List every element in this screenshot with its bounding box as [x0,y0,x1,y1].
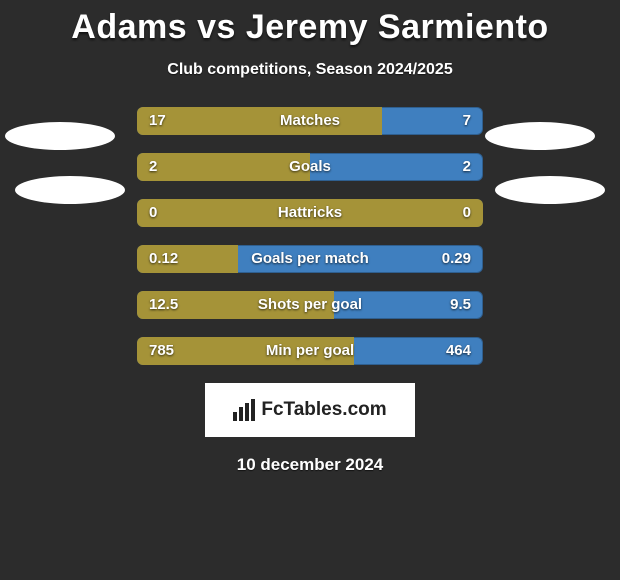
stat-row: 12.5Shots per goal9.5 [137,291,483,319]
site-logo: FcTables.com [205,383,415,437]
stat-row: 0.12Goals per match0.29 [137,245,483,273]
stat-row: 2Goals2 [137,153,483,181]
value-right: 0 [463,199,471,227]
value-right: 7 [463,107,471,135]
stat-label: Matches [137,107,483,135]
stat-row: 17Matches7 [137,107,483,135]
value-right: 0.29 [442,245,471,273]
avatar [485,122,595,150]
logo-text: FcTables.com [261,399,386,421]
page-title: Adams vs Jeremy Sarmiento [0,0,620,47]
stat-label: Hattricks [137,199,483,227]
stat-row: 785Min per goal464 [137,337,483,365]
avatar [495,176,605,204]
date-label: 10 december 2024 [0,455,620,475]
stat-label: Goals [137,153,483,181]
avatar [5,122,115,150]
bars-icon [233,399,255,421]
stat-label: Shots per goal [137,291,483,319]
value-right: 2 [463,153,471,181]
avatar [15,176,125,204]
value-right: 9.5 [450,291,471,319]
value-right: 464 [446,337,471,365]
stat-label: Goals per match [137,245,483,273]
stat-row: 0Hattricks0 [137,199,483,227]
stat-label: Min per goal [137,337,483,365]
subtitle: Club competitions, Season 2024/2025 [0,61,620,79]
